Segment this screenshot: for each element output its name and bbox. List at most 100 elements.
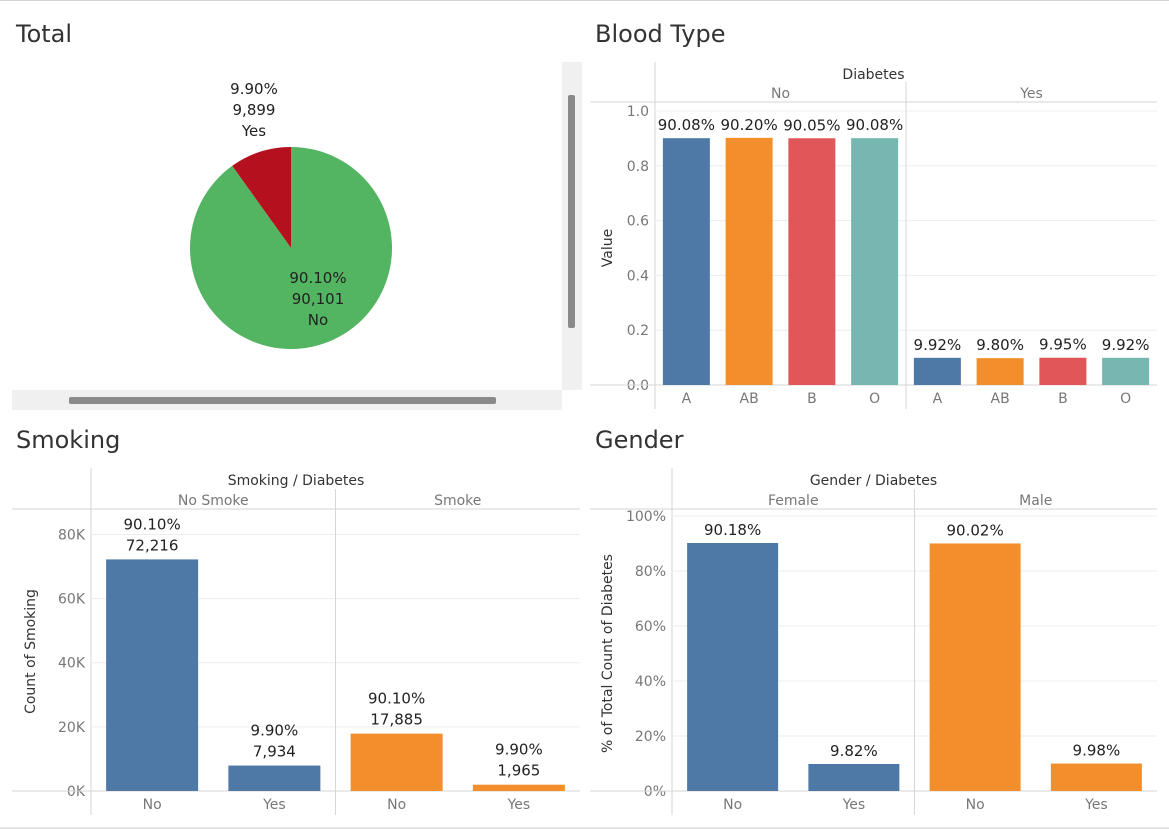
bar (350, 733, 443, 791)
horizontal-scrollbar-thumb[interactable] (69, 397, 496, 404)
bottom-border (0, 827, 1169, 829)
group-header-no-smoke: No Smoke (178, 493, 249, 509)
y-tick-label: 0.0 (627, 378, 649, 394)
facet-header: Gender / Diabetes (810, 473, 937, 489)
y-tick-label: 0% (644, 784, 666, 800)
bar (725, 137, 773, 385)
data-label: 9.92% (914, 336, 962, 354)
y-tick-label: 0.6 (627, 214, 649, 230)
data-label: 72,216 (126, 536, 179, 554)
bar (976, 358, 1024, 385)
y-tick-label: 20K (58, 720, 86, 736)
data-label: 17,885 (370, 711, 423, 729)
blood-type-bar-chart: Diabetes 0.0 0.2 0.4 0.6 0.8 1.0 Value No A 90.08%… (590, 62, 1157, 409)
panel-title-gender: Gender (595, 426, 684, 454)
data-label: 9.82% (830, 742, 878, 760)
data-label: 9.98% (1073, 742, 1121, 760)
y-axis-title: % of Total Count of Diabetes (600, 554, 616, 753)
data-label: 90.05% (783, 116, 840, 134)
y-tick-label: 60% (635, 619, 666, 635)
pie-label-no: No (308, 311, 328, 329)
pie-label-no: 90.10% (289, 269, 346, 287)
data-label: 9.95% (1039, 336, 1087, 354)
pie-label-no: 90,101 (292, 290, 345, 308)
panel-title-smoking: Smoking (16, 426, 121, 454)
y-tick-label: 40% (635, 674, 666, 690)
x-tick-label: AB (991, 391, 1010, 407)
y-tick-label: 0.4 (627, 268, 649, 284)
x-tick-label: Yes (842, 797, 866, 813)
y-tick-label: 40K (58, 656, 86, 672)
bar (929, 543, 1021, 791)
panel-title-total: Total (16, 20, 73, 48)
facet-header: Diabetes (842, 67, 904, 83)
y-axis-title: Count of Smoking (23, 589, 39, 714)
facet-header: Smoking / Diabetes (228, 473, 365, 489)
smoking-bar-chart: Smoking / Diabetes 0K 20K 40K 60K 80K Count of… (12, 468, 580, 815)
pie-label-yes: 9,899 (233, 101, 276, 119)
data-label: 90.02% (947, 521, 1004, 539)
data-label: 90.10% (368, 690, 425, 708)
y-tick-label: 20% (635, 729, 666, 745)
group-header-smoke: Smoke (434, 493, 481, 509)
x-tick-label: No (143, 797, 162, 813)
y-tick-label: 80% (635, 564, 666, 580)
data-label: 9.80% (976, 336, 1024, 354)
y-tick-label: 1.0 (627, 104, 649, 120)
data-label: 9.90% (251, 722, 299, 740)
group-header-female: Female (768, 493, 819, 509)
bar (662, 138, 710, 385)
x-tick-label: Yes (1084, 797, 1108, 813)
data-label: 90.20% (721, 116, 778, 134)
y-tick-label: 0.8 (627, 159, 649, 175)
y-tick-label: 0.2 (627, 323, 649, 339)
total-pie-chart: 9.90% 9,899 Yes 90.10% 90,101 No (12, 62, 582, 410)
y-axis-title: Value (600, 229, 616, 267)
pie-slice-no (189, 147, 392, 349)
y-tick-label: 60K (58, 592, 86, 608)
data-label: 9.92% (1102, 336, 1150, 354)
x-tick-label: Yes (262, 797, 286, 813)
x-tick-label: B (1058, 391, 1068, 407)
data-label: 7,934 (253, 743, 296, 761)
x-tick-label: No (723, 797, 742, 813)
y-tick-label: 100% (626, 509, 666, 525)
bar (228, 765, 321, 791)
x-tick-label: O (869, 391, 880, 407)
x-tick-label: B (807, 391, 817, 407)
x-tick-label: A (933, 391, 943, 407)
pie-label-yes: 9.90% (230, 80, 278, 98)
group-header-yes: Yes (1019, 86, 1043, 102)
panel-title-blood-type: Blood Type (595, 20, 726, 48)
bar (851, 138, 899, 385)
x-tick-label: No (387, 797, 406, 813)
top-border (0, 0, 1169, 1)
bar (1050, 763, 1142, 791)
bar (788, 138, 836, 385)
y-tick-label: 0K (67, 784, 86, 800)
x-tick-label: No (966, 797, 985, 813)
pie-slice-yes (232, 147, 291, 248)
bar (687, 543, 779, 791)
pie-label-yes: Yes (241, 122, 266, 140)
data-label: 1,965 (497, 762, 540, 780)
x-tick-label: A (682, 391, 692, 407)
data-label: 90.18% (704, 521, 761, 539)
x-tick-label: Yes (507, 797, 531, 813)
x-tick-label: AB (740, 391, 759, 407)
vertical-scrollbar-thumb[interactable] (568, 95, 575, 328)
bar (472, 784, 565, 791)
data-label: 90.10% (124, 515, 181, 533)
bar (808, 763, 900, 791)
data-label: 90.08% (658, 116, 715, 134)
group-header-male: Male (1019, 493, 1052, 509)
group-header-no: No (771, 86, 790, 102)
bar (1102, 357, 1150, 385)
bar (106, 559, 199, 791)
bar (1039, 357, 1087, 385)
data-label: 9.90% (495, 741, 543, 759)
y-tick-label: 80K (58, 527, 86, 543)
bar (913, 357, 961, 385)
data-label: 90.08% (846, 116, 903, 134)
